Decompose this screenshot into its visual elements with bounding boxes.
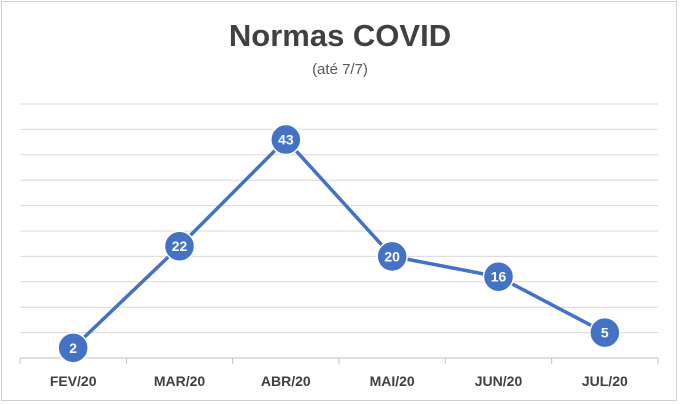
data-label: 22	[172, 238, 188, 254]
x-tick-label: JUN/20	[475, 373, 523, 389]
data-label: 5	[601, 325, 609, 341]
data-label: 2	[69, 340, 77, 356]
chart-title: Normas COVID	[228, 18, 452, 53]
data-label: 20	[384, 248, 400, 264]
x-axis	[19, 357, 659, 364]
x-tick-label: MAI/20	[370, 373, 415, 389]
x-tick-label: FEV/20	[50, 373, 97, 389]
series-line	[71, 137, 606, 350]
data-point	[589, 316, 621, 349]
x-tick-label: ABR/20	[261, 373, 311, 389]
data-point	[482, 260, 515, 293]
x-tick-label: MAR/20	[154, 373, 206, 389]
data-label: 43	[278, 132, 294, 148]
data-point	[163, 230, 196, 262]
data-point	[57, 332, 89, 364]
data-point	[376, 240, 408, 273]
chart-subtitle: (até 7/7)	[312, 61, 368, 78]
data-label: 16	[491, 269, 507, 285]
data-point	[270, 123, 302, 156]
series-group	[71, 137, 606, 350]
gridlines	[20, 103, 658, 334]
x-tick-labels: FEV/20 MAR/20 ABR/20 MAI/20 JUN/20 JUL/20	[50, 373, 628, 389]
x-tick-label: JUL/20	[582, 373, 628, 389]
